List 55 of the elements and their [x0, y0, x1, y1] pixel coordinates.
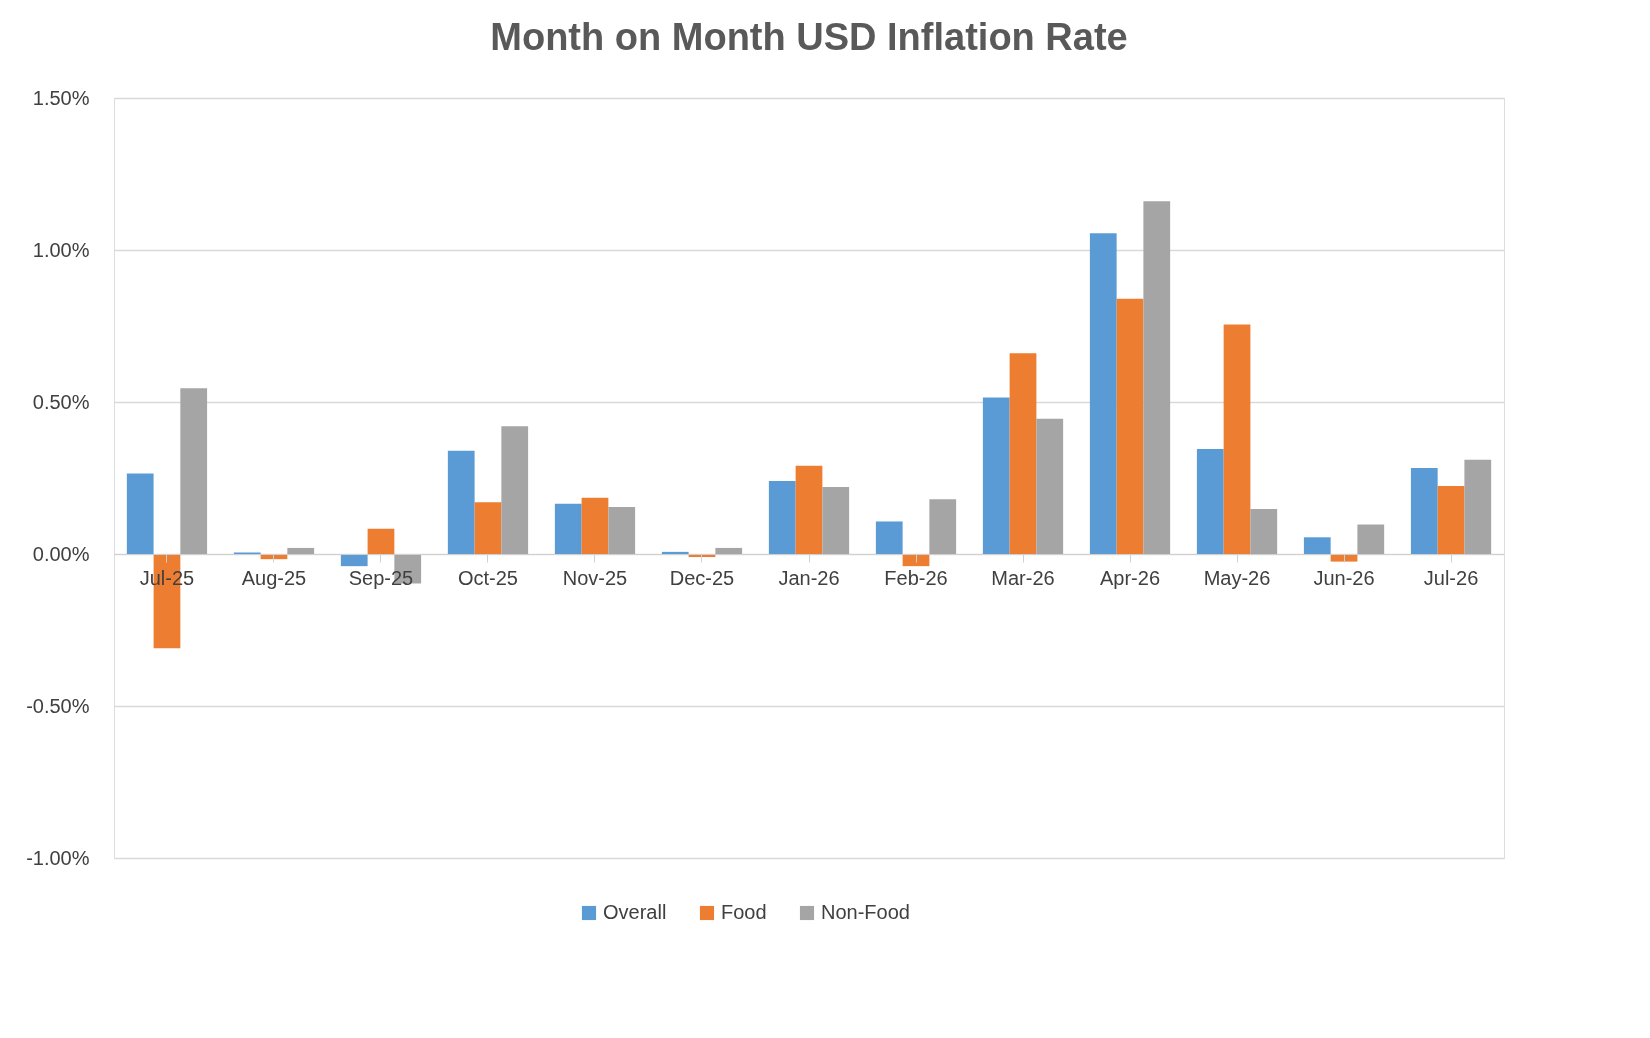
x-tick-label: Oct-25 — [457, 566, 518, 589]
bar — [1223, 324, 1251, 554]
legend-label: Overall — [603, 901, 667, 923]
bar — [1250, 509, 1278, 554]
bar — [1303, 537, 1331, 554]
bar — [982, 397, 1010, 554]
bar — [554, 503, 582, 554]
legend-label: Food — [721, 901, 767, 923]
bar — [875, 521, 903, 554]
x-tick-label: Jun-26 — [1313, 566, 1375, 589]
bar — [1089, 233, 1117, 554]
bar — [474, 502, 502, 554]
bar — [902, 554, 930, 567]
x-tick-label: Dec-25 — [669, 566, 735, 589]
legend-label: Non-Food — [821, 901, 910, 923]
bar — [1437, 485, 1465, 554]
x-tick-label: Mar-26 — [991, 566, 1055, 589]
bar — [1410, 467, 1438, 554]
bar — [1464, 459, 1492, 554]
bar — [608, 506, 636, 554]
x-tick-label: Nov-25 — [562, 566, 628, 589]
bar — [287, 547, 315, 554]
y-tick-label: 1.00% — [32, 238, 90, 261]
bar — [180, 388, 208, 554]
bar — [822, 487, 850, 554]
bar — [126, 473, 154, 554]
x-tick-label: Feb-26 — [884, 566, 948, 589]
bar — [447, 450, 475, 554]
bar — [661, 551, 689, 554]
bar — [768, 481, 796, 554]
bar — [581, 497, 609, 554]
bar — [501, 426, 529, 554]
y-tick-label: 0.00% — [32, 542, 90, 565]
bar — [1116, 298, 1144, 554]
bar — [795, 465, 823, 554]
chart-title: Month on Month USD Inflation Rate — [490, 16, 1128, 58]
bar — [367, 528, 395, 554]
bar — [340, 554, 368, 567]
bar — [1357, 524, 1385, 554]
x-tick-label: Jan-26 — [778, 566, 840, 589]
x-tick-label: Jul-26 — [1423, 566, 1479, 589]
bar — [715, 547, 743, 554]
x-tick-label: Apr-26 — [1100, 566, 1161, 589]
bar — [1036, 418, 1064, 554]
x-tick-label: May-26 — [1203, 566, 1271, 589]
y-tick-label: -0.50% — [26, 694, 90, 717]
y-tick-label: 0.50% — [32, 390, 90, 413]
x-tick-label: Aug-25 — [241, 566, 307, 589]
bar — [1196, 449, 1224, 554]
y-tick-label: -1.00% — [26, 846, 90, 869]
bar — [1009, 353, 1037, 554]
x-tick-label: Sep-25 — [348, 566, 414, 589]
bar — [1143, 201, 1171, 554]
bar — [929, 499, 957, 554]
y-tick-label: 1.50% — [32, 86, 90, 109]
